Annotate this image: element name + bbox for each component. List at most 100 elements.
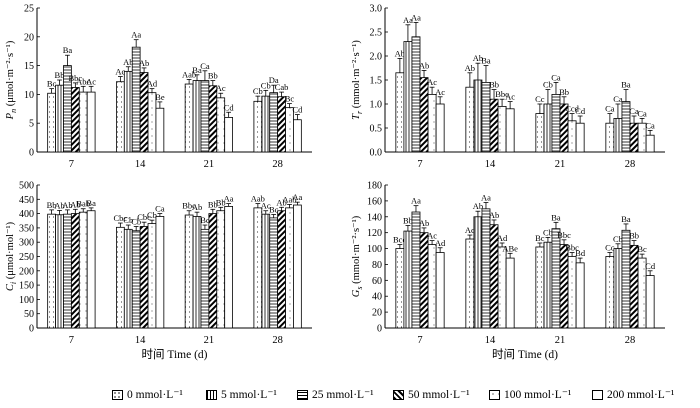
data-label: Aa [224, 194, 234, 204]
y-tick-label: 2.0 [370, 52, 383, 63]
legend-swatch-sparse [489, 390, 500, 400]
bar [473, 79, 483, 153]
y-tick-label: 500 [19, 181, 34, 192]
data-label: Ca [605, 104, 615, 114]
bar [269, 92, 279, 153]
data-label: Cc [535, 94, 545, 104]
data-label: Ab [473, 53, 483, 63]
data-label: Ad [435, 238, 446, 248]
bar [567, 256, 577, 329]
data-label: Ba [192, 65, 202, 75]
data-label: Cb [147, 210, 157, 220]
bar [427, 244, 437, 329]
y-tick-label: 140 [367, 212, 382, 223]
data-label: Ac [261, 201, 271, 211]
bar [78, 91, 88, 153]
bar [285, 207, 294, 329]
data-label: Bb [55, 70, 65, 80]
data-label: Ca [645, 120, 655, 130]
bar [629, 244, 639, 329]
y-axis-label: Ci (μmol·mol⁻¹) [5, 221, 18, 291]
x-tick-label: 14 [135, 159, 146, 170]
y-tick-label: 2.5 [370, 28, 383, 39]
bar [55, 214, 64, 329]
data-label: Bc [637, 244, 647, 254]
legend-label: 100 mmol·L⁻¹ [504, 389, 572, 401]
y-tick-label: 0 [377, 324, 382, 335]
bar [497, 106, 507, 153]
bar [575, 122, 585, 153]
legend-swatch-hlines [297, 390, 308, 400]
data-label: Ca [551, 72, 561, 82]
y-tick-label: 1.0 [370, 100, 383, 111]
bar [551, 228, 561, 329]
data-label: Cbc [114, 213, 128, 223]
data-label: Cd [645, 261, 656, 271]
bar [55, 84, 64, 153]
x-tick-label: 28 [625, 335, 636, 346]
bar [535, 113, 545, 153]
bar [147, 223, 157, 329]
x-tick-label: 28 [272, 159, 283, 170]
bar [155, 216, 165, 329]
data-label: Aab [251, 194, 265, 204]
bar [567, 120, 577, 153]
bar [277, 96, 286, 153]
bar [131, 230, 141, 329]
legend-swatch-vlines [206, 390, 217, 400]
bar [70, 213, 80, 329]
y-tick-label: 25 [24, 4, 34, 15]
x-tick-label: 7 [417, 335, 422, 346]
data-label: Ab [54, 200, 64, 210]
data-label: ABe [502, 243, 518, 253]
bar [123, 228, 133, 329]
bar [47, 213, 56, 329]
data-label: Da [269, 75, 279, 85]
bar [277, 210, 286, 329]
x-tick-label: 21 [204, 335, 215, 346]
data-label: Ac [86, 76, 96, 86]
x-axis-title: 时间 Time (d) [492, 348, 558, 361]
bar [47, 92, 56, 153]
data-label: Cb [543, 80, 553, 90]
data-label: Ad [147, 79, 158, 89]
x-tick-label: 7 [69, 159, 74, 170]
data-label: Bc [535, 233, 545, 243]
data-label: Bbc [495, 89, 509, 99]
y-tick-label: 450 [19, 195, 34, 206]
bar [70, 87, 80, 153]
data-label: Bb [208, 71, 218, 81]
data-label: Cb [261, 80, 271, 90]
legend-item-5: 200 mmol·L⁻¹ [592, 389, 674, 401]
legend-swatch-dots [112, 390, 123, 400]
legend-item-4: 100 mmol·L⁻¹ [489, 389, 571, 401]
bar [261, 213, 271, 329]
data-label: Ccd [565, 104, 579, 114]
data-label: Be [155, 92, 165, 102]
data-label: Cd [224, 102, 235, 112]
bar [139, 226, 149, 329]
data-label: Ca [200, 61, 210, 71]
legend-item-2: 25 mmol·L⁻¹ [297, 389, 374, 401]
data-label: Ab [419, 60, 429, 70]
data-label: Ab [192, 202, 202, 212]
data-label: Bd [575, 248, 586, 258]
data-label: Ac [465, 225, 475, 235]
data-label: Ac [427, 77, 437, 87]
bar [481, 82, 491, 153]
data-label: Bbc [557, 230, 571, 240]
data-label: Bb [47, 200, 57, 210]
legend-swatch-diag [393, 390, 404, 400]
bar [63, 213, 72, 329]
y-tick-label: 0 [29, 148, 34, 159]
bar [551, 94, 561, 153]
legend-label: 200 mmol·L⁻¹ [607, 389, 675, 401]
legend-label: 0 mmol·L⁻¹ [127, 389, 183, 401]
x-tick-label: 14 [135, 335, 146, 346]
data-label: Ba [63, 45, 73, 55]
bar [155, 107, 165, 153]
data-label: Ba [481, 56, 491, 66]
bar [419, 77, 429, 153]
